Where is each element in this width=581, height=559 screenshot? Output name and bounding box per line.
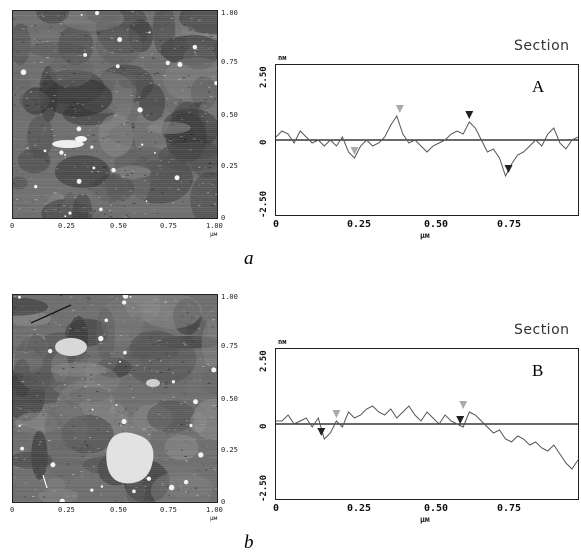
afm-image — [12, 294, 218, 503]
x-unit-label: µм — [420, 231, 430, 240]
image-y-tick: 1.00 — [221, 293, 238, 301]
y-tick-label: -2.50 — [259, 475, 269, 502]
y-tick-label: 2.50 — [259, 66, 269, 88]
image-y-tick: 0.75 — [221, 342, 238, 350]
x-tick-label: 0 — [273, 219, 279, 230]
image-y-tick: 0.50 — [221, 395, 238, 403]
image-x-tick: 0.75 — [160, 222, 177, 230]
image-x-tick: 0.50 — [110, 506, 127, 514]
y-tick-label: 0 — [259, 424, 269, 429]
image-x-tick: 0.75 — [160, 506, 177, 514]
cursor-marker-1 — [396, 105, 404, 113]
cursor-marker-1 — [332, 410, 340, 418]
cursor-marker-3 — [505, 165, 513, 173]
x-unit-label: µм — [420, 515, 430, 524]
profile-line — [276, 406, 578, 469]
cursor-marker-3 — [459, 401, 467, 409]
image-y-tick: 0.25 — [221, 162, 238, 170]
image-y-tick: 0.75 — [221, 58, 238, 66]
image-x-tick: 0.25 — [58, 506, 75, 514]
y-unit-label: nм — [278, 338, 286, 346]
cursor-marker-0 — [317, 428, 325, 436]
image-y-tick: 0 — [221, 214, 225, 222]
x-tick-label: 0.75 — [497, 503, 521, 514]
x-tick-label: 0 — [273, 503, 279, 514]
x-tick-label: 0.50 — [424, 503, 448, 514]
section-title: Section — [514, 38, 570, 54]
y-tick-label: -2.50 — [259, 191, 269, 218]
figure-panel-b: 0 0.25 0.50 0.75 1.00 1.00 0.75 0.50 0.25 0 µм Sect… — [0, 284, 581, 559]
y-tick-label: 0 — [259, 140, 269, 145]
cursor-marker-0 — [351, 147, 359, 155]
panel-caption: b — [244, 532, 254, 554]
image-x-tick: 1.00 — [206, 222, 223, 230]
y-tick-label: 2.50 — [259, 350, 269, 372]
image-y-tick: 0 — [221, 498, 225, 506]
cursor-marker-2 — [456, 416, 464, 424]
y-unit-label: nм — [278, 54, 286, 62]
image-unit-label: µм — [210, 231, 217, 238]
image-x-tick: 0 — [10, 506, 14, 514]
afm-image — [12, 10, 218, 219]
afm-topography-image — [13, 295, 217, 502]
image-y-tick: 0.25 — [221, 446, 238, 454]
section-title: Section — [514, 322, 570, 338]
figure-panel-a: 0 0.25 0.50 0.75 1.00 1.00 0.75 0.50 0.25 0 µм Sect… — [0, 0, 581, 275]
image-x-tick: 1.00 — [206, 506, 223, 514]
image-unit-label: µм — [210, 515, 217, 522]
panel-caption: a — [244, 248, 254, 270]
x-tick-label: 0.25 — [347, 503, 371, 514]
profile-letter: A — [532, 77, 544, 97]
x-tick-label: 0.25 — [347, 219, 371, 230]
image-y-tick: 0.50 — [221, 111, 238, 119]
x-tick-label: 0.50 — [424, 219, 448, 230]
image-x-tick: 0.25 — [58, 222, 75, 230]
image-x-tick: 0.50 — [110, 222, 127, 230]
image-x-tick: 0 — [10, 222, 14, 230]
cursor-marker-2 — [465, 111, 473, 119]
profile-line — [276, 116, 578, 176]
image-y-tick: 1.00 — [221, 9, 238, 17]
profile-letter: B — [532, 361, 543, 381]
afm-topography-image — [13, 11, 217, 218]
x-tick-label: 0.75 — [497, 219, 521, 230]
